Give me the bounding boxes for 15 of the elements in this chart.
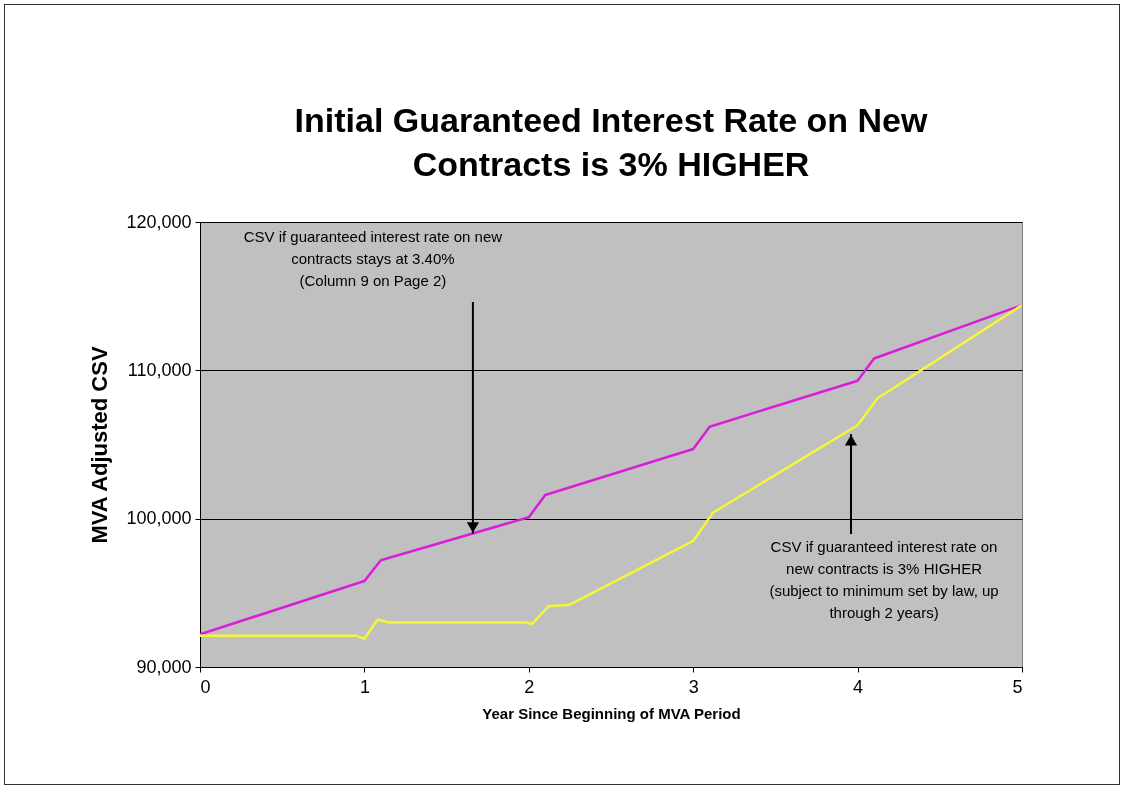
x-tick-label: 3 [688,676,699,697]
y-tick-label: 90,000 [136,656,192,677]
x-tick-label: 5 [1012,676,1023,697]
y-tick-label: 110,000 [127,359,192,380]
annotation: CSV if guaranteed interest rate on new contracts stays at 3.40% (Column 9 on Page 2) [243,228,503,289]
x-tick-label: 2 [524,676,535,697]
x-tick-label: 4 [853,676,864,697]
y-tick-label: 100,000 [126,508,192,529]
x-tick-label: 1 [359,676,370,697]
chart-title: Initial Guaranteed Interest Rate on New Contracts is 3% HIGHER [294,101,929,183]
x-axis-title: Year Since Beginning of MVA Period [482,704,741,722]
annotation: CSV if guaranteed interest rate on new contracts is 3% HIGHER (subject to minimum set by law, up through 2 years) [769,538,999,621]
y-tick-label: 120,000 [126,211,192,232]
y-axis-title: MVA Adjusted CSV [87,346,113,544]
x-tick-label: 0 [200,676,211,697]
